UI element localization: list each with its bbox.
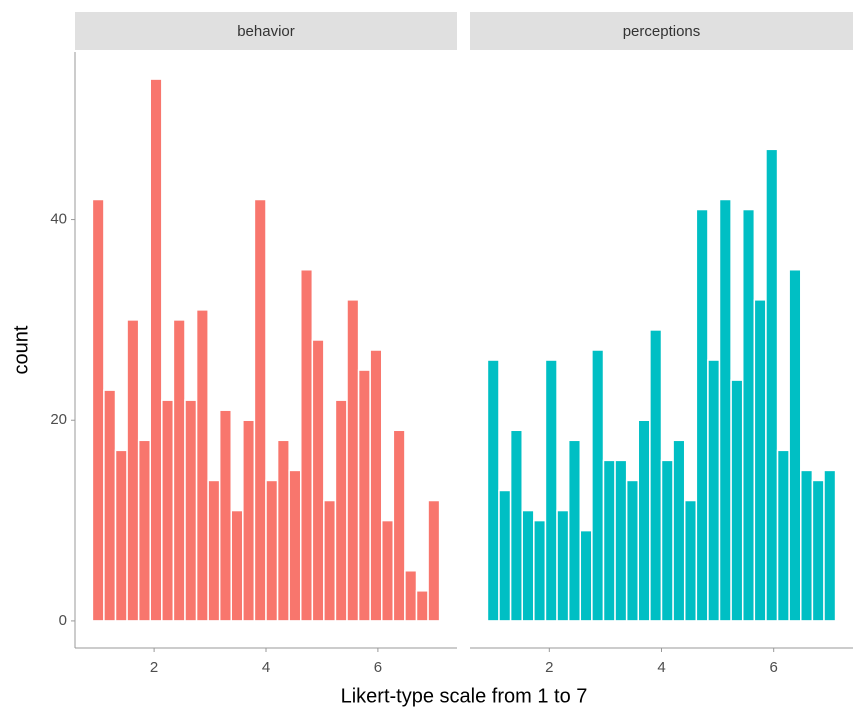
- bar: [823, 469, 837, 622]
- bar: [427, 499, 441, 622]
- bar: [415, 590, 429, 622]
- bar: [741, 208, 756, 622]
- bar: [672, 439, 686, 622]
- bar: [126, 319, 140, 622]
- strip: [75, 12, 457, 50]
- bar: [544, 359, 558, 622]
- bar: [683, 499, 698, 622]
- x-axis-label: Likert-type scale from 1 to 7: [341, 685, 588, 707]
- panel-title: perceptions: [623, 23, 701, 40]
- x-tick-label: 2: [150, 659, 158, 676]
- bar: [195, 309, 209, 622]
- bar: [533, 519, 547, 622]
- panel-title: behavior: [237, 23, 295, 40]
- bar: [660, 459, 674, 622]
- bar: [357, 369, 371, 622]
- bar: [218, 409, 233, 622]
- x-tick-label: 4: [262, 659, 270, 676]
- bar: [776, 449, 790, 622]
- bar: [299, 268, 314, 622]
- bar: [242, 419, 256, 622]
- bar: [811, 479, 825, 622]
- bar: [346, 299, 360, 622]
- bar: [103, 389, 117, 622]
- bar: [392, 429, 406, 622]
- bar: [486, 359, 500, 622]
- x-tick-label: 4: [657, 659, 665, 676]
- bar: [114, 449, 128, 622]
- bar: [800, 469, 814, 622]
- bar: [591, 349, 605, 622]
- bar: [404, 569, 418, 622]
- bar: [276, 439, 290, 622]
- x-tick-label: 6: [770, 659, 778, 676]
- bar: [369, 349, 383, 622]
- bar: [788, 268, 802, 622]
- y-tick-label: 0: [59, 612, 67, 629]
- bar: [602, 459, 616, 622]
- x-tick-label: 2: [545, 659, 553, 676]
- bar: [253, 198, 267, 622]
- bar: [625, 479, 640, 622]
- bar: [637, 419, 651, 622]
- bar: [765, 148, 779, 622]
- bar: [498, 489, 512, 622]
- y-axis-label: count: [10, 325, 32, 374]
- bar: [381, 519, 395, 622]
- bar: [207, 479, 221, 622]
- bar: [172, 319, 186, 622]
- bar: [707, 359, 721, 622]
- bar: [230, 509, 244, 622]
- bar: [91, 198, 105, 622]
- y-tick-label: 40: [50, 211, 67, 228]
- bar: [288, 469, 302, 622]
- bar: [556, 509, 570, 622]
- bar: [509, 429, 523, 622]
- bar: [649, 329, 663, 622]
- bar: [137, 439, 151, 622]
- bar: [730, 379, 744, 622]
- bar: [184, 399, 198, 622]
- bar: [695, 208, 709, 622]
- bar: [334, 399, 348, 622]
- y-tick-label: 20: [50, 411, 67, 428]
- bar: [311, 339, 325, 622]
- x-tick-label: 6: [374, 659, 382, 676]
- bar: [718, 198, 732, 622]
- bar: [521, 509, 535, 622]
- bar: [161, 399, 175, 622]
- bar: [265, 479, 279, 622]
- bar: [323, 499, 337, 622]
- bar: [567, 439, 582, 622]
- bar: [149, 78, 163, 622]
- bar: [614, 459, 628, 622]
- bar: [579, 529, 593, 622]
- strip: [470, 12, 853, 50]
- bar: [753, 299, 767, 622]
